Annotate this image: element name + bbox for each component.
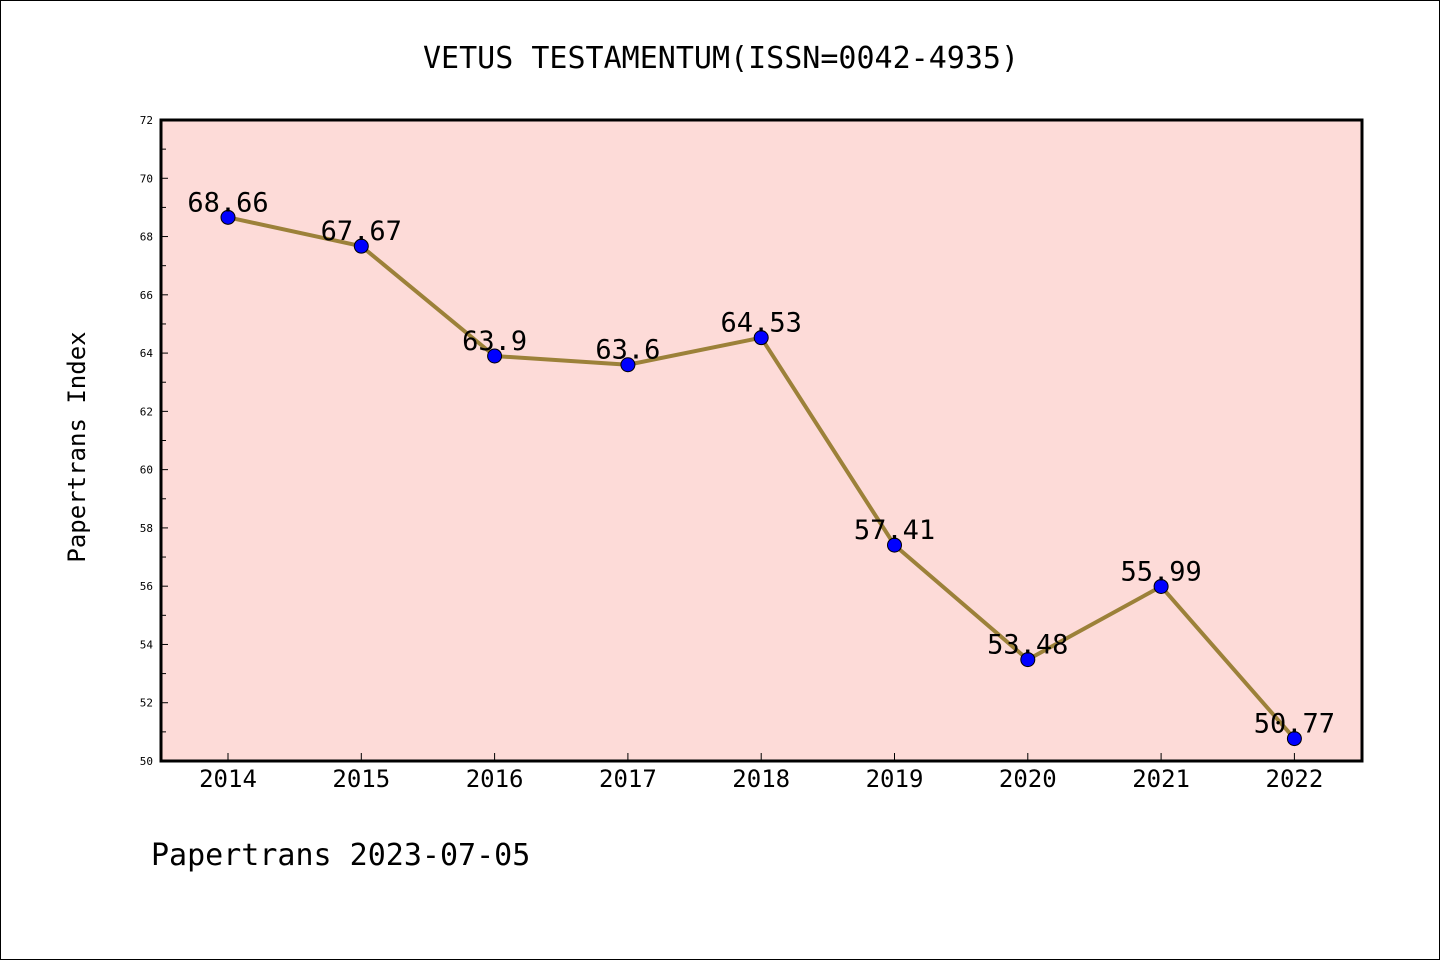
data-point: [1020, 652, 1036, 668]
data-point: [620, 357, 636, 373]
y-tick-label: 64: [140, 347, 154, 360]
y-tick-label: 56: [140, 580, 153, 593]
data-point: [1153, 578, 1169, 594]
y-tick-label: 62: [140, 405, 153, 418]
data-label: 63.6: [595, 335, 660, 366]
data-labels: 68.66 67.67 63.9 63.6 64.53 57.41 53.48 55.99 50…: [187, 187, 1335, 739]
x-tick-label: 2017: [599, 765, 657, 793]
data-point: [753, 330, 769, 346]
chart-title: VETUS TESTAMENTUM(ISSN=0042-4935): [423, 41, 1019, 76]
data-point: [487, 348, 503, 364]
data-label: 57.41: [854, 515, 935, 546]
y-tick-label: 72: [140, 114, 153, 127]
data-point: [353, 238, 369, 254]
data-points: [220, 209, 1302, 747]
footer-text: Papertrans 2023-07-05: [151, 838, 530, 873]
plot-area: [159, 118, 1364, 763]
x-tick-label: 2018: [732, 765, 790, 793]
data-label: 63.9: [462, 326, 527, 357]
data-point: [887, 537, 902, 553]
y-tick-label: 70: [140, 172, 153, 185]
x-tick-label: 2019: [866, 765, 924, 793]
x-tick-label: 2015: [332, 765, 390, 793]
data-label: 64.53: [721, 308, 802, 339]
y-axis-label: Papertrans Index: [63, 331, 91, 562]
y-tick-label: 50: [140, 755, 153, 768]
x-tick-label: 2014: [199, 765, 257, 793]
y-tick-label: 68: [140, 231, 153, 244]
y-axis: 50 52 54 56 58 60 62 64 66 68 70 72: [140, 114, 168, 768]
data-label: 67.67: [321, 216, 402, 247]
x-tick-label: 2022: [1266, 765, 1324, 793]
data-label: 53.48: [987, 630, 1068, 661]
x-tick-label: 2016: [466, 765, 524, 793]
y-tick-label: 66: [140, 289, 153, 302]
data-point: [1286, 731, 1302, 747]
y-tick-label: 52: [140, 697, 153, 710]
data-point: [220, 209, 236, 225]
x-tick-label: 2021: [1132, 765, 1190, 793]
x-tick-label: 2020: [999, 765, 1057, 793]
y-tick-label: 58: [140, 522, 153, 535]
data-label: 50.77: [1254, 709, 1335, 740]
data-label: 55.99: [1120, 556, 1201, 587]
x-axis: 2014 2015 2016 2017 2018 2019 2020 2021 2022: [199, 753, 1323, 793]
data-label: 68.66: [187, 187, 268, 218]
y-tick-label: 54: [140, 638, 154, 651]
y-tick-label: 60: [140, 464, 153, 477]
